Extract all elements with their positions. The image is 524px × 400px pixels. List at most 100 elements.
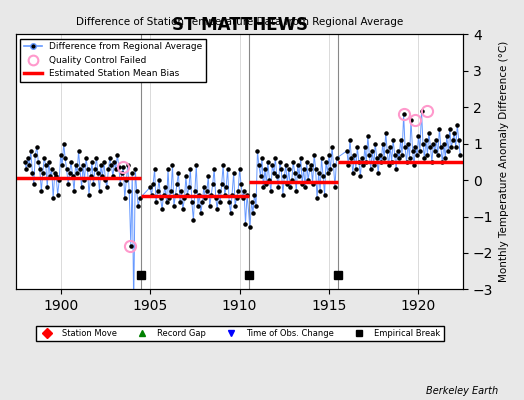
Point	[323, 170, 332, 176]
Point	[67, 159, 75, 165]
Point	[101, 177, 110, 183]
Point	[346, 137, 354, 143]
Point	[389, 137, 397, 143]
Point	[283, 180, 291, 187]
Text: Berkeley Earth: Berkeley Earth	[425, 386, 498, 396]
Point	[147, 192, 156, 198]
Point	[256, 173, 265, 180]
Y-axis label: Monthly Temperature Anomaly Difference (°C): Monthly Temperature Anomaly Difference (…	[499, 41, 509, 282]
Point	[189, 217, 198, 223]
Point	[71, 162, 80, 169]
Point	[408, 148, 417, 154]
Point	[366, 166, 375, 172]
Point	[411, 144, 420, 150]
Point	[299, 166, 308, 172]
Point	[371, 140, 379, 147]
Point	[36, 166, 44, 172]
Point	[194, 202, 202, 209]
Point	[136, 195, 144, 202]
Point	[125, 188, 134, 194]
Point	[57, 151, 65, 158]
Point	[205, 202, 214, 209]
Point	[104, 166, 113, 172]
Point	[188, 199, 196, 205]
Point	[24, 155, 32, 161]
Point	[176, 199, 184, 205]
Point	[91, 166, 99, 172]
Point	[373, 155, 381, 161]
Point	[378, 140, 387, 147]
Point	[428, 159, 436, 165]
Point	[204, 173, 212, 180]
Point	[62, 166, 71, 172]
Point	[85, 192, 93, 198]
Point	[422, 137, 430, 143]
Point	[128, 170, 136, 176]
Point	[401, 144, 409, 150]
Point	[262, 180, 270, 187]
Point	[325, 151, 333, 158]
Point	[94, 170, 102, 176]
Point	[97, 162, 105, 169]
Point	[279, 192, 287, 198]
Point	[289, 159, 298, 165]
Point	[174, 170, 182, 176]
Point	[394, 148, 402, 154]
Point	[116, 180, 124, 187]
Point	[350, 151, 358, 158]
Point	[404, 140, 412, 147]
Point	[212, 195, 220, 202]
Point	[261, 166, 269, 172]
Point	[165, 195, 173, 202]
Point	[37, 188, 46, 194]
Point	[329, 162, 337, 169]
Point	[107, 162, 115, 169]
Point	[100, 159, 108, 165]
Point	[452, 144, 460, 150]
Point	[186, 166, 194, 172]
Point	[41, 162, 50, 169]
Point	[92, 155, 101, 161]
Point	[309, 180, 317, 187]
Point	[110, 159, 118, 165]
Point	[228, 192, 236, 198]
Point	[158, 206, 166, 212]
Point	[397, 137, 405, 143]
Point	[353, 144, 362, 150]
Title: ST MATTHEWS: ST MATTHEWS	[171, 16, 308, 34]
Point	[332, 155, 341, 161]
Point	[347, 155, 356, 161]
Point	[80, 177, 89, 183]
Point	[234, 188, 242, 194]
Point	[113, 151, 122, 158]
Point	[301, 184, 310, 190]
Point	[69, 173, 77, 180]
Point	[280, 173, 289, 180]
Point	[240, 188, 248, 194]
Point	[246, 224, 254, 231]
Point	[53, 192, 62, 198]
Point	[447, 144, 455, 150]
Point	[198, 199, 206, 205]
Point	[285, 166, 293, 172]
Point	[235, 166, 244, 172]
Point	[127, 242, 135, 249]
Point	[131, 166, 139, 172]
Point	[399, 111, 408, 118]
Point	[295, 173, 303, 180]
Point	[297, 155, 305, 161]
Point	[413, 151, 421, 158]
Point	[21, 159, 29, 165]
Point	[311, 166, 320, 172]
Point	[103, 184, 111, 190]
Point	[427, 144, 435, 150]
Point	[314, 170, 323, 176]
Point	[115, 164, 123, 170]
Point	[386, 144, 395, 150]
Point	[219, 162, 227, 169]
Point	[307, 162, 315, 169]
Point	[395, 155, 403, 161]
Point	[320, 192, 329, 198]
Point	[357, 155, 366, 161]
Point	[381, 130, 390, 136]
